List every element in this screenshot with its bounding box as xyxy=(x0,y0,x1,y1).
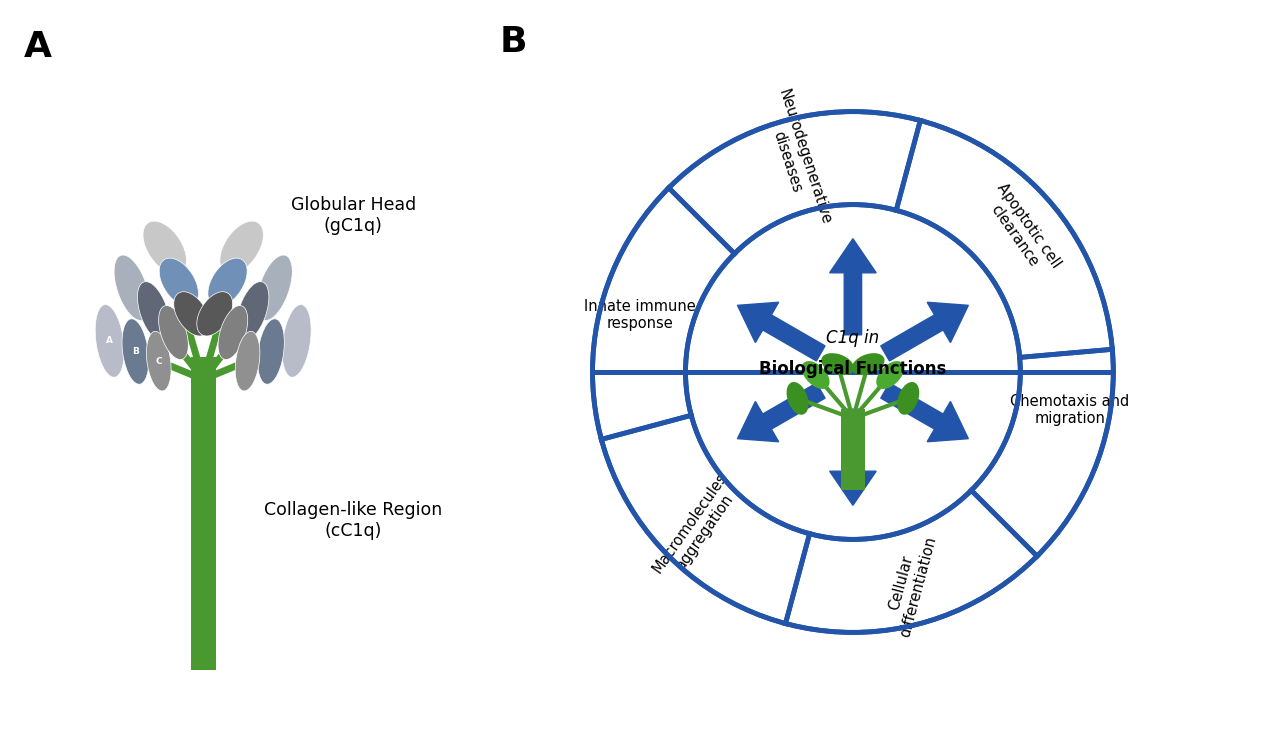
Text: C: C xyxy=(155,356,162,365)
Text: A: A xyxy=(24,30,52,64)
Ellipse shape xyxy=(122,318,149,384)
Ellipse shape xyxy=(115,255,150,321)
Ellipse shape xyxy=(220,221,264,274)
Text: Collagen-like Region
(cC1q): Collagen-like Region (cC1q) xyxy=(264,501,442,540)
Ellipse shape xyxy=(802,361,830,389)
Ellipse shape xyxy=(159,258,199,307)
Ellipse shape xyxy=(137,282,169,341)
Ellipse shape xyxy=(143,221,186,274)
Text: B: B xyxy=(132,347,139,356)
FancyBboxPatch shape xyxy=(191,357,215,670)
Ellipse shape xyxy=(218,306,248,359)
FancyArrow shape xyxy=(830,409,876,505)
Ellipse shape xyxy=(237,282,269,341)
Text: A: A xyxy=(106,336,113,345)
FancyArrow shape xyxy=(881,383,969,442)
Text: Globular Head
(gC1q): Globular Head (gC1q) xyxy=(290,196,416,235)
Ellipse shape xyxy=(257,318,284,384)
Text: Chemotaxis and
migration: Chemotaxis and migration xyxy=(1009,394,1129,426)
Text: B: B xyxy=(499,25,527,59)
FancyArrow shape xyxy=(737,383,825,442)
Ellipse shape xyxy=(146,331,171,391)
Ellipse shape xyxy=(852,353,885,375)
Text: Apoptotic cell
clearance: Apoptotic cell clearance xyxy=(980,180,1063,280)
Text: Biological Functions: Biological Functions xyxy=(759,359,947,378)
Ellipse shape xyxy=(283,304,311,377)
FancyArrow shape xyxy=(881,302,969,361)
Ellipse shape xyxy=(897,382,919,414)
Text: Macromolecules
aggregation: Macromolecules aggregation xyxy=(651,469,745,586)
Ellipse shape xyxy=(787,382,808,414)
Text: C1q in: C1q in xyxy=(826,329,880,347)
Ellipse shape xyxy=(876,361,904,389)
FancyBboxPatch shape xyxy=(841,409,864,490)
Ellipse shape xyxy=(197,292,233,336)
FancyArrow shape xyxy=(737,302,825,361)
Text: Neurodegenerative
diseases: Neurodegenerative diseases xyxy=(759,87,834,231)
Ellipse shape xyxy=(159,306,188,359)
Ellipse shape xyxy=(207,258,247,307)
FancyArrow shape xyxy=(830,239,876,335)
Ellipse shape xyxy=(95,304,125,377)
Ellipse shape xyxy=(173,292,210,336)
Text: Cellular
differentiation: Cellular differentiation xyxy=(881,530,939,639)
Ellipse shape xyxy=(236,331,260,391)
Ellipse shape xyxy=(257,255,293,321)
Ellipse shape xyxy=(821,353,854,375)
Text: Innate immune
response: Innate immune response xyxy=(584,299,696,331)
